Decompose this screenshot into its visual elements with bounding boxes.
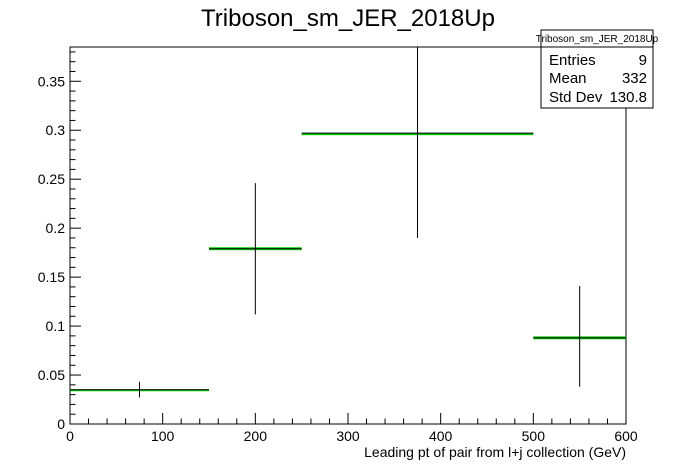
stats-stddev-value: 130.8 (609, 89, 647, 106)
stats-stddev-label: Std Dev (549, 89, 603, 106)
axis-ticks (69, 51, 627, 425)
y-tick-label: 0.05 (38, 367, 65, 383)
y-tick-label: 0 (57, 416, 65, 432)
histogram-bin-1 (209, 183, 302, 315)
stats-box: Triboson_sm_JER_2018Up Entries 9 Mean 33… (536, 29, 659, 109)
y-tick-label: 0.2 (46, 220, 66, 236)
x-tick-label: 0 (66, 428, 74, 444)
y-tick-label: 0.1 (46, 318, 66, 334)
x-tick-label: 300 (336, 428, 360, 444)
y-tick-label: 0.25 (38, 171, 65, 187)
x-axis-title: Leading pt of pair from l+j collection (… (364, 444, 626, 460)
histogram-bins (70, 47, 626, 398)
stats-box-title: Triboson_sm_JER_2018Up (536, 34, 659, 45)
stats-mean-label: Mean (549, 70, 587, 87)
histogram-bin-0 (70, 381, 209, 398)
chart-title: Triboson_sm_JER_2018Up (201, 5, 495, 32)
x-tick-label: 400 (429, 428, 453, 444)
histogram-bin-2 (301, 47, 534, 238)
stats-entries-value: 9 (639, 52, 647, 69)
x-tick-label: 100 (151, 428, 175, 444)
stats-box-frame (540, 29, 654, 109)
histogram-bin-3 (533, 285, 626, 387)
x-tick-label: 600 (614, 428, 638, 444)
y-tick-label: 0.15 (38, 269, 65, 285)
y-tick-label: 0.35 (38, 73, 65, 89)
y-tick-label: 0.3 (46, 122, 66, 138)
stats-mean-value: 332 (622, 70, 647, 87)
x-tick-label: 200 (244, 428, 268, 444)
axis-tick-labels: 0 100 200 300 400 500 600 0 0.05 0.1 0.15 0.2 0.25 0.… (38, 73, 638, 444)
stats-entries-label: Entries (549, 52, 596, 69)
x-tick-label: 500 (522, 428, 546, 444)
